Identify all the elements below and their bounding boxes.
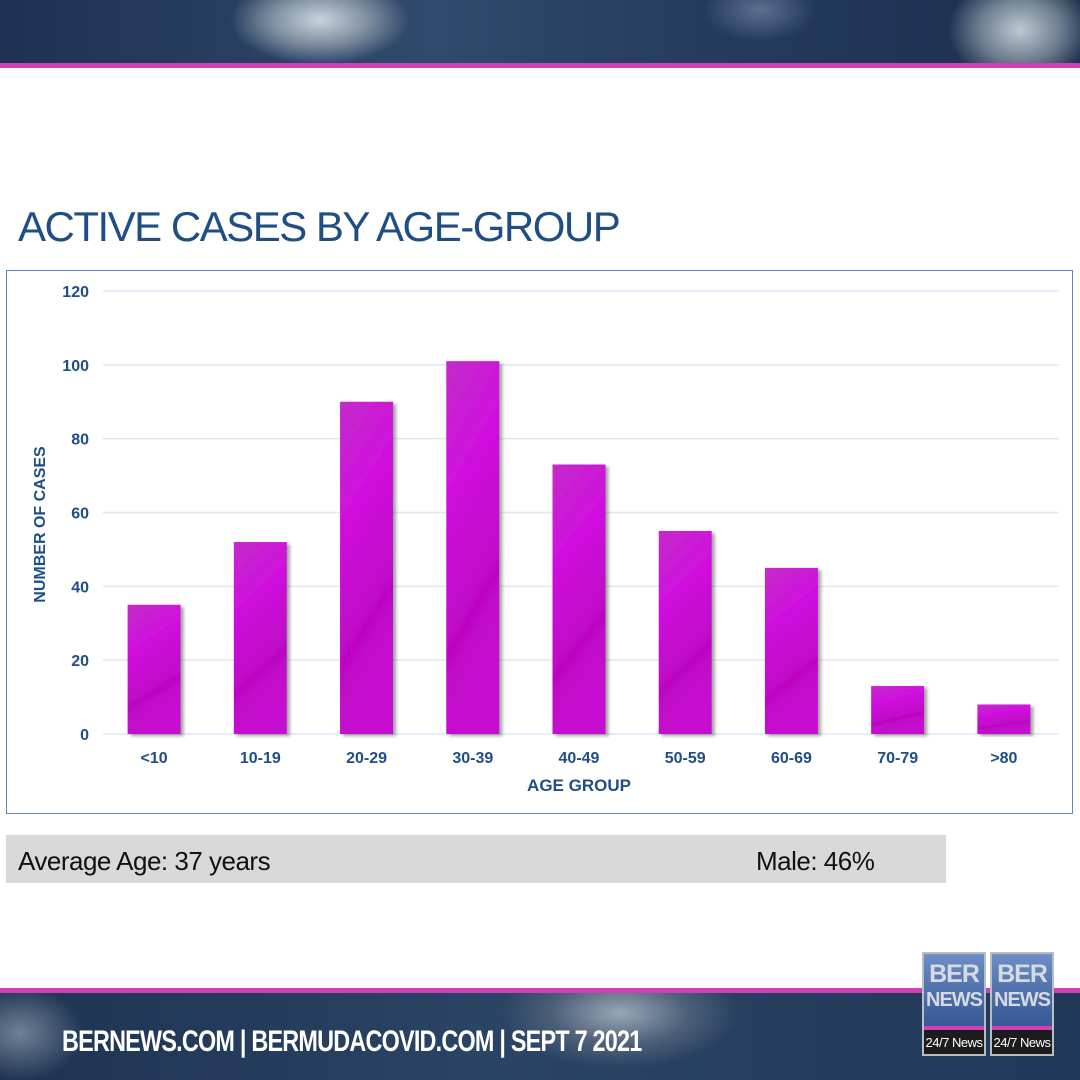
x-tick-label: 60-69	[771, 750, 812, 767]
chart-frame: 0 20 40 60 80 100 120 <10 10-19 20-29 30-39 40-49 50…	[6, 270, 1073, 814]
logo-ber-text: BER	[997, 960, 1048, 988]
x-axis-title: AGE GROUP	[527, 776, 631, 795]
x-tick-label: 40-49	[559, 750, 600, 767]
bar-10-19	[233, 542, 287, 734]
x-tick-label: 50-59	[665, 750, 706, 767]
logo-news-text: NEWS	[994, 989, 1051, 1011]
top-accent-line	[0, 63, 1080, 68]
bar-<10	[127, 604, 181, 734]
y-tick-label: 60	[71, 506, 89, 523]
y-tick-label: 40	[71, 579, 89, 596]
logo-stripe	[924, 1026, 984, 1030]
y-axis-title: NUMBER OF CASES	[32, 446, 49, 603]
x-tick-label: 10-19	[240, 750, 281, 767]
page-title: ACTIVE CASES BY AGE-GROUP	[18, 203, 621, 250]
y-tick-label: 20	[71, 653, 89, 670]
logo-ber-text: BER	[929, 960, 980, 988]
bar-40-49	[552, 464, 606, 734]
bottom-accent-line	[0, 988, 1080, 993]
footer-text: BERNEWS.COM | BERMUDACOVID.COM | SEPT 7 …	[62, 1025, 642, 1058]
average-age-stat: Average Age: 37 years	[18, 846, 271, 876]
bar-30-39	[446, 361, 500, 734]
x-tick-label: 70-79	[877, 750, 918, 767]
bar-20-29	[340, 401, 394, 734]
bar-70-79	[871, 686, 925, 734]
logo-stripe	[992, 1026, 1052, 1030]
logo-tag-text: 24/7 News	[992, 1030, 1052, 1054]
top-banner	[0, 0, 1080, 63]
y-tick-label: 120	[62, 284, 89, 301]
bar-50-59	[658, 530, 712, 734]
logo-panel-right: BER NEWS 24/7 News	[990, 952, 1054, 1056]
logo-tag-text: 24/7 News	[924, 1030, 984, 1054]
stats-bar: Average Age: 37 years Male: 46%	[6, 835, 946, 883]
x-tick-label: <10	[141, 750, 168, 767]
bernews-logo: BER NEWS 24/7 News BER NEWS 24/7 News	[922, 952, 1060, 1060]
x-tick-label: >80	[990, 750, 1017, 767]
y-tick-label: 80	[71, 432, 89, 449]
male-percentage-stat: Male: 46%	[756, 846, 875, 876]
logo-panel-left: BER NEWS 24/7 News	[922, 952, 986, 1056]
bar-60-69	[764, 567, 818, 734]
bar-chart: 0 20 40 60 80 100 120 <10 10-19 20-29 30-39 40-49 50…	[32, 284, 1059, 795]
x-tick-label: 30-39	[452, 750, 493, 767]
logo-news-text: NEWS	[926, 989, 983, 1011]
y-tick-label: 100	[62, 358, 89, 375]
x-tick-label: 20-29	[346, 750, 387, 767]
y-tick-label: 0	[80, 727, 89, 744]
bottom-banner	[0, 993, 1080, 1080]
bar->80	[977, 704, 1031, 734]
